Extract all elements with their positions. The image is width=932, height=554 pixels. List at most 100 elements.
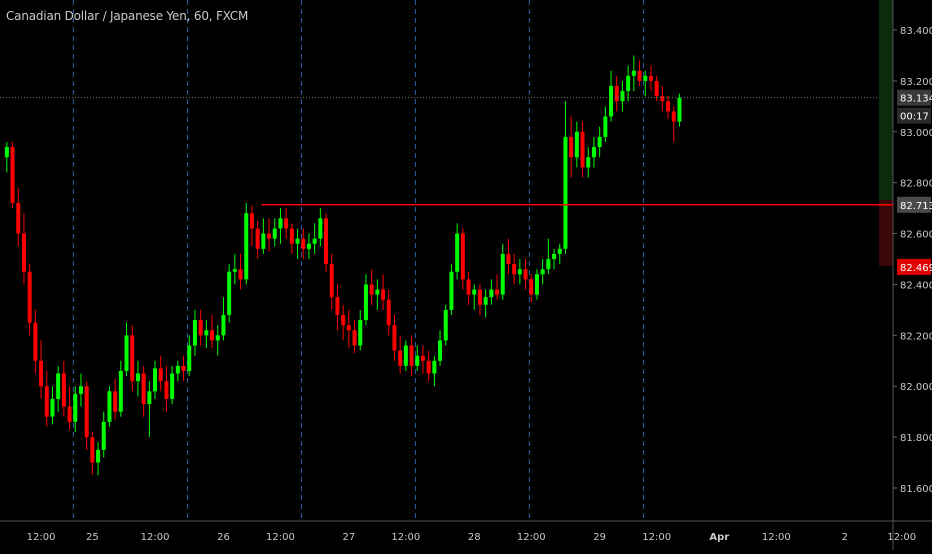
candle-body	[113, 391, 118, 412]
resistance-price-label: 82.713	[897, 196, 932, 213]
countdown-label-bg	[897, 107, 931, 124]
candle-body	[529, 279, 534, 295]
candle-body	[215, 335, 220, 341]
candle-body	[489, 289, 494, 298]
candle-body	[477, 289, 482, 305]
candle-body	[289, 228, 294, 244]
x-tick-label: 12:00	[266, 532, 295, 543]
candle-body	[44, 386, 49, 417]
candle-body	[500, 253, 505, 295]
candle-body	[517, 269, 522, 275]
candle-body	[591, 147, 596, 158]
day-low-price-label: 82.469	[897, 258, 932, 275]
resistance-price-label-bg	[897, 196, 931, 213]
x-tick-label: 12:00	[391, 532, 420, 543]
candle-body	[586, 157, 591, 168]
candle-body	[175, 365, 180, 374]
candle-body	[580, 131, 585, 168]
candles	[4, 55, 682, 476]
current-price-label-text: 83.134	[900, 94, 932, 105]
candle-body	[67, 406, 72, 422]
day-low-price-label-bg	[897, 258, 931, 275]
candle-body	[443, 309, 448, 341]
candle-body	[78, 386, 83, 394]
candle-body	[249, 213, 254, 229]
price-scale-shade-up	[879, 0, 893, 200]
x-tick-label: 12:00	[27, 532, 56, 543]
candle-body	[210, 330, 215, 341]
candle-body	[10, 147, 15, 204]
candle-body	[170, 373, 175, 399]
candle-body	[153, 368, 158, 392]
y-axis[interactable]: 81.600 81.800 82.000 82.200 82.400 82.600 82.8…	[893, 26, 932, 495]
candle-body	[227, 271, 232, 315]
candle-body	[631, 70, 636, 76]
candle-body	[158, 368, 163, 382]
candle-body	[124, 335, 129, 371]
x-tick-label: Apr	[709, 532, 729, 543]
candle-body	[101, 421, 106, 450]
candle-body	[73, 393, 78, 422]
y-tick-label: 83.400	[900, 26, 932, 37]
candle-body	[603, 116, 608, 137]
candle-body	[238, 269, 243, 280]
candle-body	[546, 259, 551, 270]
candle-body	[455, 233, 460, 272]
candle-body	[637, 70, 642, 81]
candle-body	[677, 97, 682, 122]
candle-body	[341, 314, 346, 326]
y-tick-label: 82.800	[900, 179, 932, 190]
chart-title: Canadian Dollar / Japanese Yen, 60, FXCM	[6, 9, 249, 23]
candle-body	[386, 299, 391, 326]
candle-body	[671, 111, 676, 122]
candle-body	[204, 330, 209, 336]
x-tick-label: 29	[593, 532, 606, 543]
candle-body	[358, 320, 363, 346]
candle-body	[329, 264, 334, 298]
countdown-label-text: 00:17	[900, 112, 929, 123]
candle-body	[620, 91, 625, 102]
candle-body	[147, 391, 152, 405]
candle-body	[483, 297, 488, 305]
x-tick-label: 25	[86, 532, 99, 543]
y-tick-label: 81.800	[900, 433, 932, 444]
day-low-price-label-text: 82.469	[900, 263, 932, 274]
y-tick-label: 81.600	[900, 484, 932, 495]
candle-body	[255, 228, 260, 249]
x-axis[interactable]: 12:00 25 12:00 26 12:00 27 12:00 28 12:00 29 12:00…	[27, 532, 917, 543]
x-tick-label: 27	[342, 532, 355, 543]
x-tick-label: 12:00	[762, 532, 791, 543]
candle-body	[375, 289, 380, 295]
candle-body	[16, 203, 21, 234]
candle-body	[306, 243, 311, 249]
candle-body	[181, 365, 186, 371]
candle-body	[438, 340, 443, 361]
candle-body	[61, 373, 66, 407]
x-tick-label: 12:00	[141, 532, 170, 543]
candle-body	[96, 449, 101, 463]
x-tick-label: 12:00	[642, 532, 671, 543]
candle-body	[301, 238, 306, 249]
candle-body	[648, 75, 653, 81]
candle-body	[369, 284, 374, 295]
session-separators	[72, 0, 644, 521]
x-tick-label: 12:00	[887, 532, 916, 543]
countdown-label: 00:17	[897, 107, 931, 124]
candle-body	[523, 269, 528, 280]
candle-body	[466, 279, 471, 295]
candle-body	[141, 373, 146, 405]
candle-body	[27, 271, 32, 323]
candle-body	[90, 437, 95, 463]
y-tick-label: 82.000	[900, 382, 932, 393]
candle-body	[460, 233, 465, 280]
current-price-label-bg	[897, 89, 931, 106]
candle-body	[540, 269, 545, 275]
candle-body	[164, 381, 169, 399]
candle-body	[187, 345, 192, 371]
candle-body	[432, 360, 437, 374]
candle-body	[244, 213, 249, 280]
x-tick-label: 26	[217, 532, 230, 543]
candle-body	[118, 370, 123, 412]
